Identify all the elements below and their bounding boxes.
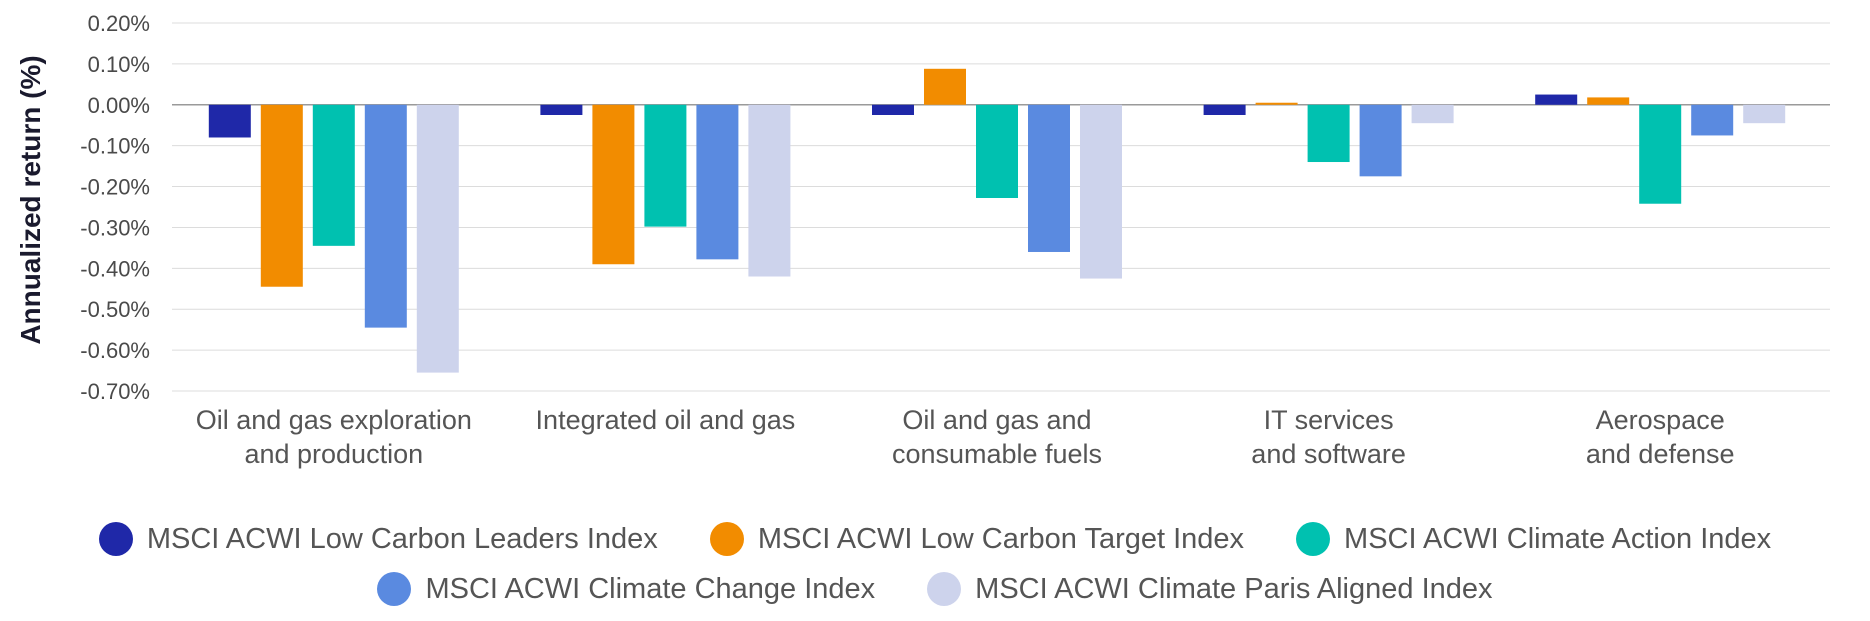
bar <box>260 104 303 287</box>
y-tick-label: -0.50% <box>80 297 150 322</box>
legend-row-1: MSCI ACWI Low Carbon Leaders Index MSCI A… <box>0 522 1870 556</box>
bar <box>1203 104 1246 115</box>
bar <box>1411 104 1454 124</box>
legend-swatch <box>98 522 133 556</box>
bar <box>1359 104 1402 177</box>
legend-label: MSCI ACWI Low Carbon Target Index <box>757 522 1245 555</box>
category-label: Integrated oil and gas <box>536 405 796 435</box>
bar <box>1743 104 1786 124</box>
y-tick-label: -0.70% <box>80 379 150 404</box>
legend-swatch <box>1296 522 1331 556</box>
category-label: Oil and gas exploration and production <box>196 405 472 469</box>
y-axis-ticks: 0.20% 0.10% 0.00% -0.10% -0.20% -0.30% -0.40% -… <box>80 11 150 404</box>
bar <box>416 104 459 373</box>
bar <box>1639 104 1682 204</box>
legend-item: MSCI ACWI Climate Paris Aligned Index <box>927 572 1493 606</box>
bar <box>1028 104 1070 252</box>
legend-swatch <box>709 522 744 556</box>
bar <box>1080 104 1122 279</box>
bar <box>1535 94 1578 105</box>
y-tick-label: -0.20% <box>80 175 150 200</box>
category-label: Aerospace and defense <box>1586 405 1735 469</box>
bar <box>748 104 791 277</box>
legend-item: MSCI ACWI Climate Change Index <box>377 572 875 606</box>
legend-label: MSCI ACWI Climate Change Index <box>425 572 876 605</box>
y-tick-label: 0.10% <box>88 52 150 77</box>
bar <box>312 104 355 246</box>
legend-label: MSCI ACWI Low Carbon Leaders Index <box>146 522 658 555</box>
y-tick-label: -0.30% <box>80 215 150 240</box>
y-axis-label: Annualized return (%) <box>15 55 46 344</box>
bar <box>364 104 407 328</box>
y-tick-label: -0.10% <box>80 134 150 159</box>
category-label: Oil and gas and consumable fuels <box>892 405 1102 469</box>
bar <box>1307 104 1350 163</box>
bar <box>1255 102 1298 105</box>
bar <box>540 104 583 115</box>
legend-label: MSCI ACWI Climate Paris Aligned Index <box>975 572 1493 605</box>
bar <box>1691 104 1734 136</box>
bar <box>644 104 687 227</box>
bar <box>924 68 966 105</box>
legend-item: MSCI ACWI Low Carbon Leaders Index <box>98 522 658 556</box>
legend-swatch <box>377 572 412 606</box>
y-tick-label: 0.20% <box>88 11 150 36</box>
legend-swatch <box>927 572 962 606</box>
bar <box>208 104 251 138</box>
legend-item: MSCI ACWI Climate Action Index <box>1296 522 1771 556</box>
legend-item: MSCI ACWI Low Carbon Target Index <box>709 522 1245 556</box>
bar <box>1587 97 1630 105</box>
bar <box>696 104 739 260</box>
bar <box>976 104 1018 199</box>
bar <box>592 104 635 265</box>
y-tick-label: -0.40% <box>80 256 150 281</box>
legend-label: MSCI ACWI Climate Action Index <box>1344 522 1772 555</box>
category-label: IT services and software <box>1251 405 1406 469</box>
x-axis-categories: Oil and gas exploration and production Int… <box>196 405 1735 469</box>
y-tick-label: -0.60% <box>80 338 150 363</box>
y-tick-label: 0.00% <box>88 93 150 118</box>
bars <box>208 68 1786 373</box>
legend-row-2: MSCI ACWI Climate Change Index MSCI ACWI … <box>0 572 1870 606</box>
bar <box>872 104 914 115</box>
